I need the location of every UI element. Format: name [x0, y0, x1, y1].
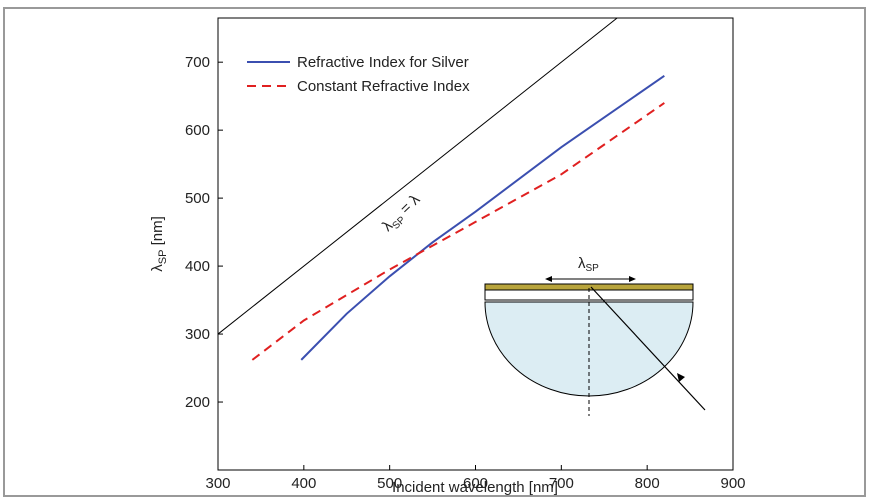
y-tick-label: 500 [185, 190, 210, 207]
y-tick-label: 300 [185, 326, 210, 343]
inset-label-sub: SP [586, 263, 600, 274]
x-axis-label: Incident wavelength [nm] [392, 479, 558, 496]
y-tick-label: 200 [185, 394, 210, 411]
y-tick-label: 700 [185, 54, 210, 71]
reference-label: λSP = λ [379, 191, 426, 237]
inset-label: λ [578, 255, 586, 272]
x-tick-label: 500 [377, 475, 402, 492]
x-tick-label: 700 [549, 475, 574, 492]
x-tick-label: 800 [635, 475, 660, 492]
x-tick-label: 400 [291, 475, 316, 492]
svg-text:λSP: λSP [578, 255, 599, 274]
y-tick-label: 600 [185, 122, 210, 139]
series-line [300, 74, 665, 361]
x-tick-label: 900 [720, 475, 745, 492]
y-axis-label: λSP [nm] [149, 216, 169, 272]
y-tick-label: 400 [185, 258, 210, 275]
reference-line [218, 18, 618, 335]
legend-label: Refractive Index for Silver [297, 54, 469, 71]
legend-label: Constant Refractive Index [297, 78, 470, 95]
inset-diagram: λSP [484, 255, 706, 416]
y-label-part: [nm] [149, 216, 166, 249]
frame [3, 7, 866, 497]
plot-frame [217, 17, 734, 471]
x-tick-label: 300 [205, 475, 230, 492]
y-label-part: λ [149, 264, 166, 272]
y-label-sub: SP [157, 250, 169, 265]
series-line [251, 102, 665, 361]
x-tick-label: 600 [463, 475, 488, 492]
